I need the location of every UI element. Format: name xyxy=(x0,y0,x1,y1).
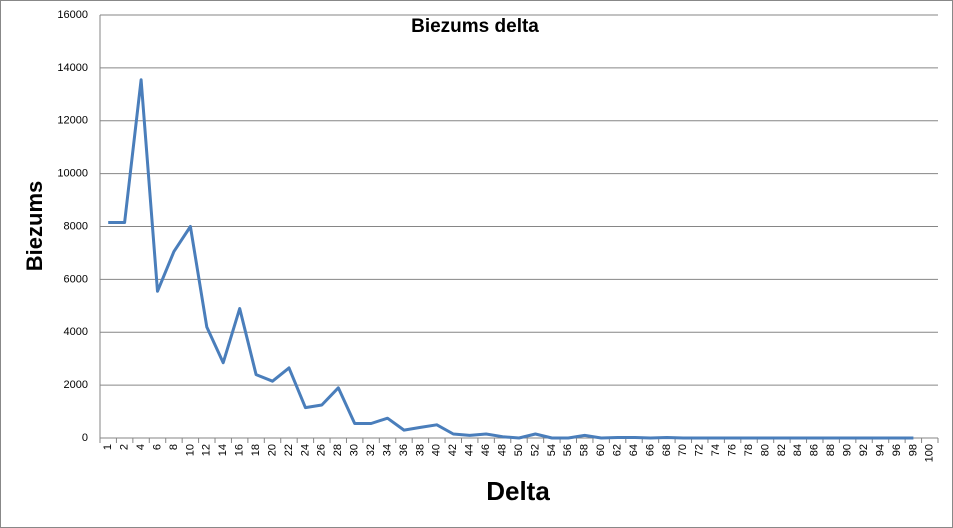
x-tick-label: 48 xyxy=(496,444,508,456)
x-tick-label: 92 xyxy=(858,444,870,456)
x-tick-label: 26 xyxy=(316,444,328,456)
x-tick-label: 66 xyxy=(644,444,656,456)
x-tick-label: 58 xyxy=(579,444,591,456)
y-tick-label: 16000 xyxy=(57,9,88,21)
y-tick-label: 12000 xyxy=(57,115,88,127)
y-tick-label: 14000 xyxy=(57,62,88,74)
x-tick-label: 8 xyxy=(168,444,180,450)
x-tick-label: 70 xyxy=(677,444,689,456)
y-tick-label: 2000 xyxy=(64,379,88,391)
x-tick-label: 78 xyxy=(743,444,755,456)
x-tick-label: 32 xyxy=(365,444,377,456)
x-tick-label: 100 xyxy=(924,444,936,462)
x-tick-label: 94 xyxy=(874,444,886,456)
x-tick-label: 76 xyxy=(727,444,739,456)
x-tick-label: 60 xyxy=(595,444,607,456)
x-tick-label: 24 xyxy=(299,444,311,456)
x-tick-label: 1 xyxy=(102,444,114,450)
x-tick-label: 16 xyxy=(234,444,246,456)
x-tick-label: 54 xyxy=(546,444,558,456)
y-tick-label: 0 xyxy=(82,432,88,444)
x-tick-label: 44 xyxy=(464,444,476,456)
x-tick-label: 56 xyxy=(562,444,574,456)
x-tick-label: 6 xyxy=(151,444,163,450)
x-tick-label: 40 xyxy=(431,444,443,456)
x-tick-label: 2 xyxy=(119,444,131,450)
x-tick-label: 18 xyxy=(250,444,262,456)
chart-title: Biezums delta xyxy=(411,16,539,37)
x-tick-label: 90 xyxy=(842,444,854,456)
x-tick-label: 96 xyxy=(891,444,903,456)
x-tick-label: 28 xyxy=(332,444,344,456)
x-tick-label: 36 xyxy=(398,444,410,456)
x-tick-label: 12 xyxy=(201,444,213,456)
x-axis-label: Delta xyxy=(486,476,550,506)
x-tick-label: 34 xyxy=(381,444,393,456)
x-tick-label: 4 xyxy=(135,444,147,450)
x-tick-label: 52 xyxy=(529,444,541,456)
y-axis-label: Biezums xyxy=(22,181,47,271)
x-tick-label: 46 xyxy=(480,444,492,456)
x-tick-label: 72 xyxy=(694,444,706,456)
data-line xyxy=(108,78,914,440)
x-tick-label: 50 xyxy=(513,444,525,456)
x-tick-label: 42 xyxy=(447,444,459,456)
x-tick-label: 64 xyxy=(628,444,640,456)
x-tick-label: 86 xyxy=(809,444,821,456)
y-tick-label: 4000 xyxy=(64,326,88,338)
x-tick-label: 98 xyxy=(907,444,919,456)
x-tick-label: 68 xyxy=(661,444,673,456)
x-tick-label: 88 xyxy=(825,444,837,456)
y-tick-label: 6000 xyxy=(64,273,88,285)
y-tick-label: 8000 xyxy=(64,220,88,232)
x-tick-label: 14 xyxy=(217,444,229,456)
y-tick-label: 10000 xyxy=(57,168,88,180)
x-tick-label: 80 xyxy=(759,444,771,456)
x-tick-label: 82 xyxy=(776,444,788,456)
x-tick-label: 74 xyxy=(710,444,722,456)
x-tick-label: 10 xyxy=(184,444,196,456)
x-tick-label: 84 xyxy=(792,444,804,456)
x-tick-label: 38 xyxy=(414,444,426,456)
x-tick-label: 30 xyxy=(349,444,361,456)
x-tick-label: 22 xyxy=(283,444,295,456)
x-tick-label: 62 xyxy=(611,444,623,456)
x-tick-label: 20 xyxy=(266,444,278,456)
